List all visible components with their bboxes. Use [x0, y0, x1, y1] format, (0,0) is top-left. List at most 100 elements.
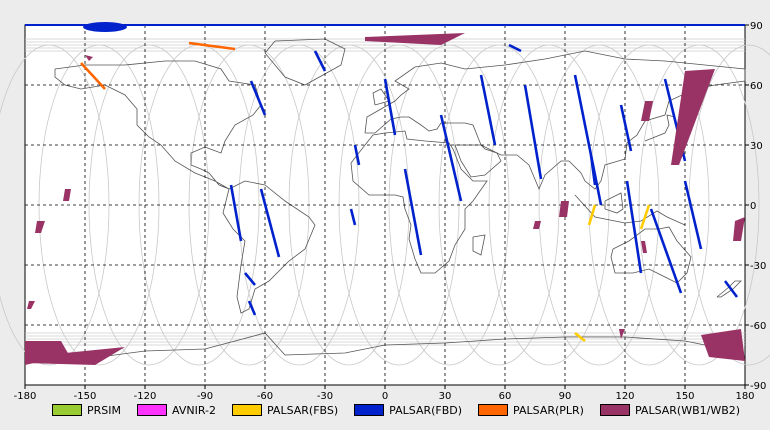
swath: [188, 41, 236, 51]
swath: [723, 280, 739, 298]
legend-item-prsim: PRSIM: [52, 402, 121, 418]
y-tick-label: 90: [750, 21, 763, 32]
legend-swatch: [354, 404, 385, 416]
y-tick-label: 30: [750, 141, 763, 152]
swath: [619, 104, 633, 152]
legend-item-palsar-plr: PALSAR(PLR): [478, 402, 584, 418]
swath-area: [85, 55, 93, 61]
y-tick-label: -30: [750, 261, 766, 272]
legend-swatch: [137, 404, 167, 416]
legend-label: PALSAR(FBS): [266, 403, 339, 417]
legend-label: AVNIR-2: [172, 403, 216, 417]
coastline: [264, 38, 346, 86]
legend-item-palsar-fbs: PALSAR(FBS): [231, 402, 339, 418]
x-tick-label: 150: [675, 391, 694, 402]
x-tick-label: -60: [257, 391, 273, 402]
legend-swatch: [599, 404, 630, 416]
legend-swatch: [478, 404, 509, 416]
swath-area: [733, 217, 745, 241]
coastline: [350, 130, 488, 274]
orbit-track: [0, 44, 110, 366]
legend-item-palsar-wb: PALSAR(WB1/WB2): [599, 402, 741, 418]
x-tick-label: -150: [74, 391, 97, 402]
y-axis-ticks: 90 60 30 0 -30 -60 -90: [745, 21, 766, 392]
swath: [403, 168, 423, 256]
x-tick-label: -90: [197, 391, 213, 402]
x-tick-label: -180: [14, 391, 37, 402]
swath: [649, 208, 683, 294]
x-axis-ticks: -180 -150 -120 -90 -60 -30 0 30 60 90 120 150 180: [14, 385, 755, 402]
orbit-track: [388, 44, 510, 366]
swath: [247, 300, 257, 316]
swath-area: [533, 221, 541, 229]
x-tick-label: -120: [134, 391, 157, 402]
swath: [479, 74, 497, 146]
grid-lines: [25, 25, 745, 385]
swath: [249, 80, 267, 116]
legend-label: PALSAR(WB1/WB2): [634, 403, 741, 417]
legend-label: PRSIM: [87, 403, 121, 417]
coastline: [610, 226, 692, 284]
swath-area: [701, 329, 745, 361]
swath-area: [83, 22, 127, 32]
swath: [574, 331, 586, 343]
swath: [523, 84, 543, 180]
legend-label: PALSAR(PLR): [513, 403, 584, 417]
legend: PRSIM AVNIR-2 PALSAR(FBS) PALSAR(FBD) PA…: [52, 402, 756, 418]
coastlines: [24, 38, 746, 362]
coastline: [644, 114, 676, 142]
coastline: [472, 234, 486, 256]
legend-label: PALSAR(FBD): [389, 403, 463, 417]
coastline: [54, 60, 262, 190]
x-tick-label: 120: [615, 391, 634, 402]
swath-area: [63, 189, 71, 201]
swath-area: [35, 221, 45, 233]
y-tick-label: -90: [750, 381, 766, 392]
swath: [508, 43, 522, 53]
swath: [625, 180, 643, 274]
swath-area: [365, 33, 465, 45]
swath: [244, 272, 256, 286]
legend-item-avnir2: AVNIR-2: [137, 402, 216, 418]
coastline: [604, 192, 624, 214]
x-tick-label: 90: [559, 391, 572, 402]
swath: [259, 188, 281, 258]
orbit-track: [88, 44, 210, 366]
swath-area: [641, 241, 647, 253]
y-tick-label: -60: [750, 321, 766, 332]
x-tick-label: -30: [317, 391, 333, 402]
orbit-track: [688, 44, 770, 366]
swath: [573, 74, 603, 206]
swath-area: [25, 347, 125, 365]
swath: [349, 208, 357, 226]
orbit-track: [238, 44, 360, 366]
swath: [229, 184, 243, 242]
legend-swatch: [231, 404, 262, 416]
swath-area: [27, 301, 35, 309]
swath: [589, 154, 597, 186]
x-tick-label: 30: [439, 391, 452, 402]
x-tick-label: 180: [735, 391, 754, 402]
x-tick-label: 0: [382, 391, 388, 402]
swath: [587, 204, 597, 226]
swath: [383, 78, 397, 136]
swath: [353, 144, 361, 166]
legend-item-palsar-fbd: PALSAR(FBD): [354, 402, 462, 418]
legend-swatch: [52, 404, 82, 416]
swath: [313, 50, 327, 72]
swath: [639, 204, 651, 230]
x-tick-label: 60: [499, 391, 512, 402]
swath-area: [559, 201, 569, 217]
swath: [439, 114, 463, 202]
coastline: [372, 88, 390, 106]
y-tick-label: 60: [750, 81, 763, 92]
swath: [683, 180, 703, 250]
orbit-track: [538, 44, 660, 366]
coastline: [454, 144, 502, 178]
swath-area: [641, 101, 653, 121]
swath: [80, 62, 106, 90]
swath-area: [671, 69, 715, 165]
y-tick-label: 0: [750, 201, 756, 212]
swath-area: [619, 329, 625, 339]
